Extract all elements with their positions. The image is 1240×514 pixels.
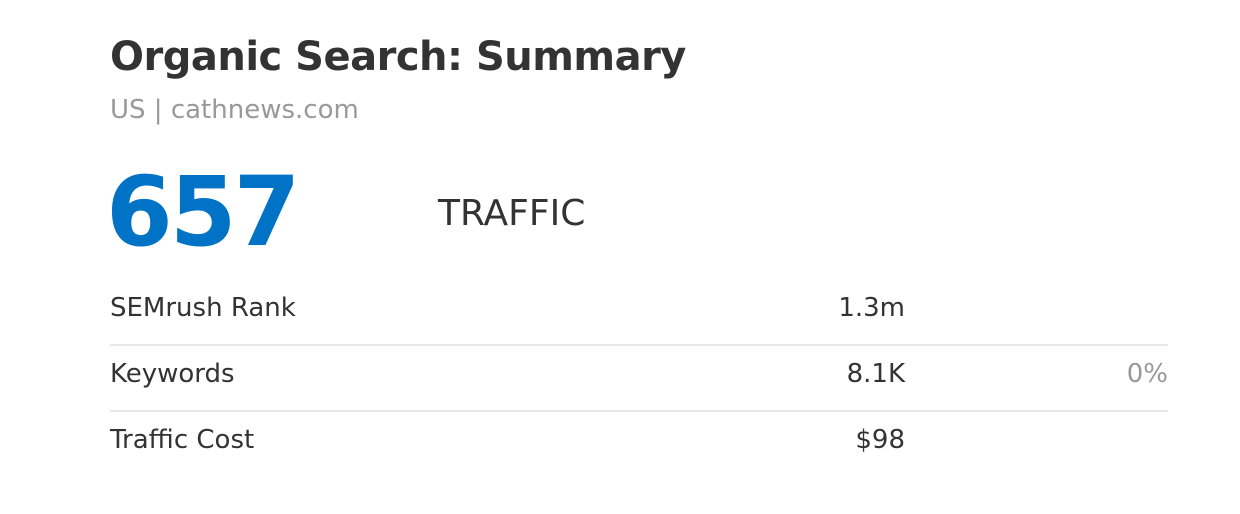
row-value: 1.3m bbox=[838, 293, 905, 323]
row-label: Keywords bbox=[110, 359, 235, 389]
table-row-traffic-cost: Traffic Cost $98 bbox=[110, 412, 1168, 476]
row-value: $98 bbox=[855, 425, 905, 455]
row-label: SEMrush Rank bbox=[110, 293, 296, 323]
traffic-value: 657 bbox=[106, 156, 300, 268]
traffic-label: TRAFFIC bbox=[438, 193, 586, 234]
row-change: 0% bbox=[1126, 359, 1168, 389]
page-title: Organic Search: Summary bbox=[110, 34, 686, 80]
page-subtitle: US | cathnews.com bbox=[110, 95, 359, 125]
table-row-keywords: Keywords 8.1K 0% bbox=[110, 346, 1168, 412]
row-value: 8.1K bbox=[846, 359, 905, 389]
table-row-semrush-rank: SEMrush Rank 1.3m bbox=[110, 280, 1168, 346]
summary-table: SEMrush Rank 1.3m Keywords 8.1K 0% Traff… bbox=[110, 280, 1168, 476]
row-label: Traffic Cost bbox=[110, 425, 255, 455]
